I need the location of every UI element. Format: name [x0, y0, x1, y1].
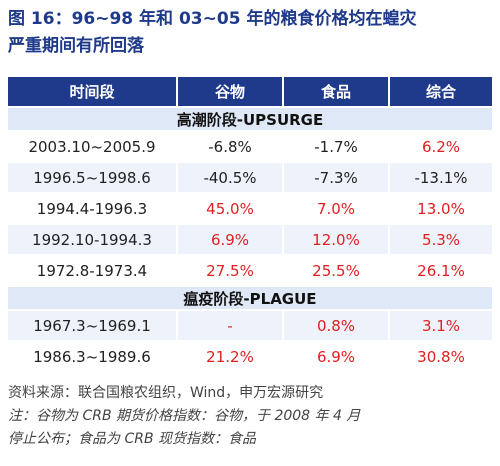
cell-grain: -40.5% — [178, 163, 282, 192]
section-upsurge: 高潮阶段-UPSURGE — [8, 108, 492, 130]
cell-composite: -13.1% — [390, 163, 492, 192]
cell-composite: 6.2% — [390, 132, 492, 161]
cell-composite: 5.3% — [390, 225, 492, 254]
table-row: 1996.5~1998.6 -40.5% -7.3% -13.1% — [8, 163, 492, 192]
table-row: 1967.3~1969.1 - 0.8% 3.1% — [8, 311, 492, 340]
table-header-row: 时间段 谷物 食品 综合 — [8, 77, 492, 106]
source-note: 资料来源：联合国粮农组织，Wind，申万宏源研究 — [8, 385, 324, 401]
section-plague: 瘟疫阶段-PLAGUE — [8, 287, 492, 309]
cell-food: 25.5% — [284, 256, 388, 285]
header-period: 时间段 — [8, 77, 176, 106]
cell-food: 0.8% — [284, 311, 388, 340]
cell-period: 1967.3~1969.1 — [8, 311, 176, 340]
cell-period: 1996.5~1998.6 — [8, 163, 176, 192]
header-composite: 综合 — [390, 77, 492, 106]
cell-grain: 27.5% — [178, 256, 282, 285]
cell-grain: - — [178, 311, 282, 340]
cell-period: 1994.4-1996.3 — [8, 194, 176, 223]
title-line-2: 严重期间有所回落 — [8, 36, 144, 56]
cell-food: 6.9% — [284, 342, 388, 371]
note-line-2: 停止公布；食品为 CRB 现货指数：食品 — [8, 431, 257, 447]
table-row: 1972.8-1973.4 27.5% 25.5% 26.1% — [8, 256, 492, 285]
cell-food: 7.0% — [284, 194, 388, 223]
cell-grain: -6.8% — [178, 132, 282, 161]
cell-period: 1972.8-1973.4 — [8, 256, 176, 285]
cell-grain: 6.9% — [178, 225, 282, 254]
table-row: 1986.3~1989.6 21.2% 6.9% 30.8% — [8, 342, 492, 371]
price-change-table: 时间段 谷物 食品 综合 高潮阶段-UPSURGE 2003.10~2005.9… — [8, 77, 492, 373]
cell-composite: 26.1% — [390, 256, 492, 285]
cell-composite: 3.1% — [390, 311, 492, 340]
cell-food: 12.0% — [284, 225, 388, 254]
cell-food: -7.3% — [284, 163, 388, 192]
title-line-1: 图 16：96~98 年和 03~05 年的粮食价格均在蝗灾 — [8, 9, 417, 29]
cell-period: 1992.10-1994.3 — [8, 225, 176, 254]
header-grain: 谷物 — [178, 77, 282, 106]
cell-period: 2003.10~2005.9 — [8, 132, 176, 161]
cell-grain: 21.2% — [178, 342, 282, 371]
table-row: 1992.10-1994.3 6.9% 12.0% 5.3% — [8, 225, 492, 254]
footnotes: 资料来源：联合国粮农组织，Wind，申万宏源研究 注：谷物为 CRB 期货价格指… — [8, 382, 496, 451]
cell-period: 1986.3~1989.6 — [8, 342, 176, 371]
header-food: 食品 — [284, 77, 388, 106]
cell-composite: 13.0% — [390, 194, 492, 223]
cell-grain: 45.0% — [178, 194, 282, 223]
table-row: 2003.10~2005.9 -6.8% -1.7% 6.2% — [8, 132, 492, 161]
note-line-1: 注：谷物为 CRB 期货价格指数：谷物，于 2008 年 4 月 — [8, 408, 361, 424]
cell-composite: 30.8% — [390, 342, 492, 371]
cell-food: -1.7% — [284, 132, 388, 161]
table-row: 1994.4-1996.3 45.0% 7.0% 13.0% — [8, 194, 492, 223]
figure-title: 图 16：96~98 年和 03~05 年的粮食价格均在蝗灾 严重期间有所回落 — [8, 6, 496, 60]
